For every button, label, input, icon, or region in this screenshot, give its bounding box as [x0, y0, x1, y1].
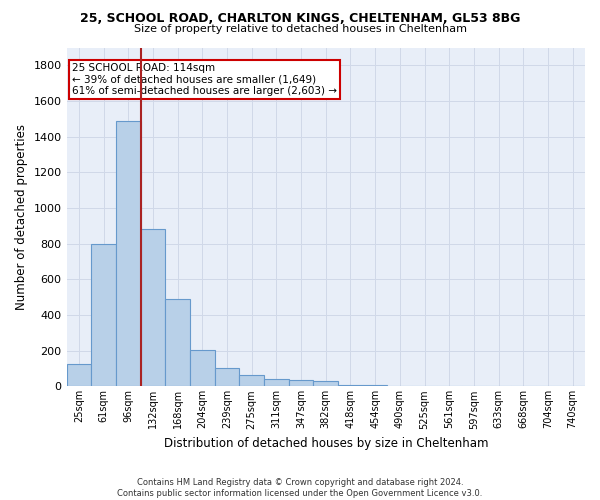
Bar — [264, 380, 289, 386]
Text: 25 SCHOOL ROAD: 114sqm
← 39% of detached houses are smaller (1,649)
61% of semi-: 25 SCHOOL ROAD: 114sqm ← 39% of detached… — [72, 62, 337, 96]
Bar — [313, 382, 338, 386]
Bar — [239, 375, 264, 386]
Text: Contains HM Land Registry data © Crown copyright and database right 2024.
Contai: Contains HM Land Registry data © Crown c… — [118, 478, 482, 498]
Bar — [140, 230, 165, 386]
Bar — [289, 380, 313, 386]
Y-axis label: Number of detached properties: Number of detached properties — [15, 124, 28, 310]
Bar — [190, 350, 215, 387]
Bar — [91, 244, 116, 386]
Text: Size of property relative to detached houses in Cheltenham: Size of property relative to detached ho… — [133, 24, 467, 34]
Bar — [67, 364, 91, 386]
Bar — [215, 368, 239, 386]
X-axis label: Distribution of detached houses by size in Cheltenham: Distribution of detached houses by size … — [164, 437, 488, 450]
Bar — [165, 299, 190, 386]
Bar — [116, 120, 140, 386]
Text: 25, SCHOOL ROAD, CHARLTON KINGS, CHELTENHAM, GL53 8BG: 25, SCHOOL ROAD, CHARLTON KINGS, CHELTEN… — [80, 12, 520, 26]
